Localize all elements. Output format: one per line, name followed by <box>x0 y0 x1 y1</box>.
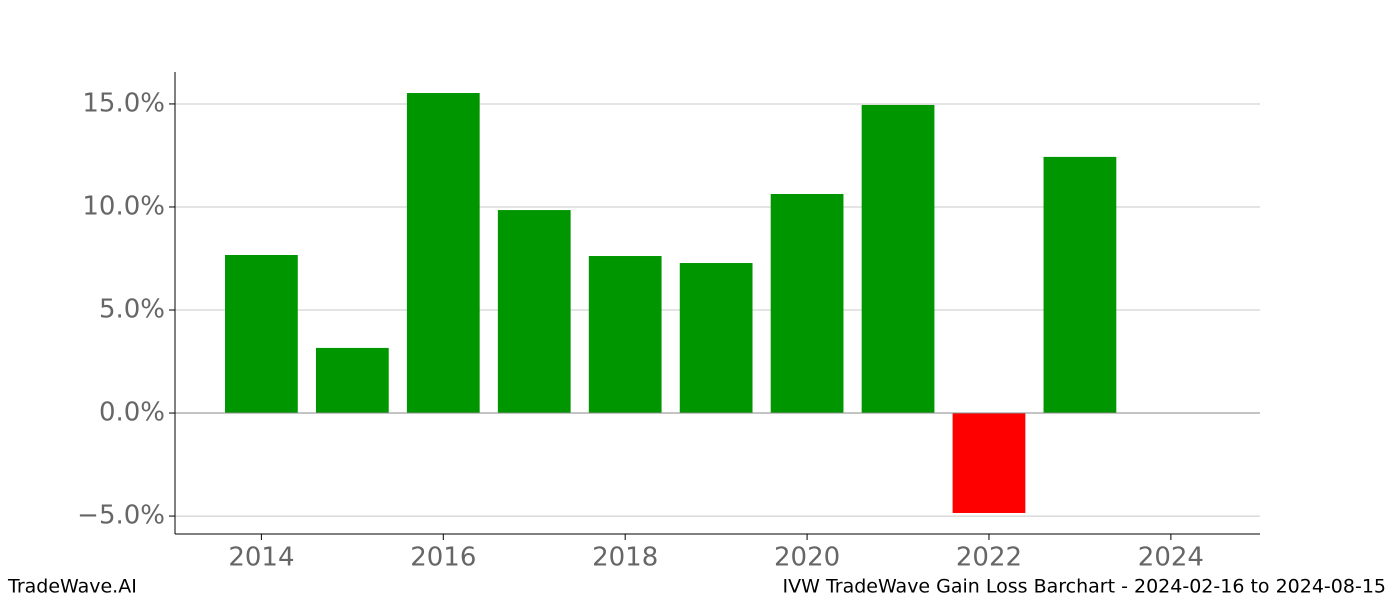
bar <box>952 413 1026 513</box>
bar <box>679 263 753 414</box>
bar <box>1043 156 1117 414</box>
y-tick-label: 10.0% <box>82 191 165 221</box>
y-tick-label: −5.0% <box>77 501 165 531</box>
x-tick-label: 2018 <box>592 543 658 573</box>
bar <box>497 210 571 414</box>
y-tick-label: 5.0% <box>99 295 165 325</box>
chart-title: IVW TradeWave Gain Loss Barchart - 2024-… <box>783 576 1386 598</box>
x-tick-label: 2024 <box>1138 543 1204 573</box>
bar <box>588 256 662 414</box>
x-tick-label: 2016 <box>410 543 476 573</box>
x-tick-label: 2014 <box>228 543 294 573</box>
bar <box>770 193 844 414</box>
bar <box>406 93 480 414</box>
x-tick-label: 2020 <box>774 543 840 573</box>
bar <box>861 104 935 414</box>
y-tick-label: 0.0% <box>99 398 165 428</box>
bar <box>315 347 389 414</box>
y-tick-label: 15.0% <box>82 88 165 118</box>
x-tick-label: 2022 <box>956 543 1022 573</box>
bar <box>225 254 298 414</box>
watermark: TradeWave.AI <box>7 576 137 598</box>
